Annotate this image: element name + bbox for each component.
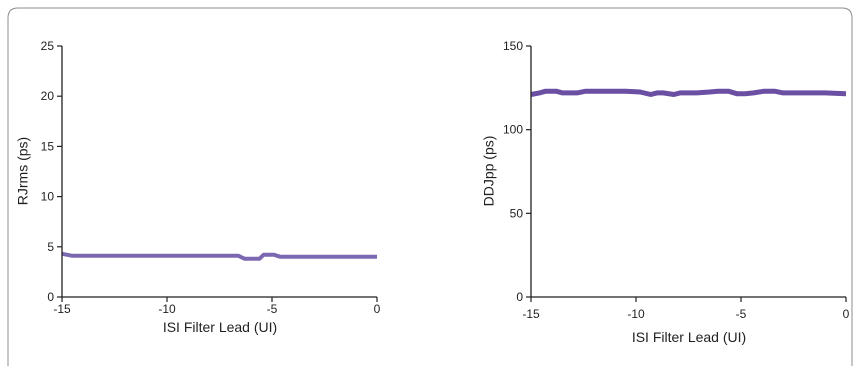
chart-rjrms-x-label: ISI Filter Lead (UI): [163, 319, 277, 335]
figure-frame: [7, 7, 853, 366]
ddjpp-y-tick-label: 50: [510, 206, 524, 220]
chart-ddjpp-ticks: 0 50 100 150 -15 -10 -5 0: [503, 39, 850, 321]
chart-rjrms-ticks: 0 5 10 15 20 25 -15 -10 -5 0: [41, 39, 381, 316]
ddjpp-y-tick-label: 100: [503, 123, 523, 137]
rjrms-y-tick-label: 15: [41, 139, 55, 153]
ddjpp-series-line: [530, 88, 847, 97]
rjrms-x-tick-label: -5: [267, 302, 278, 316]
chart-rjrms: 0 5 10 15 20 25 -15 -10 -5 0 ISI Filter Lead (UI)…: [15, 39, 381, 335]
chart-ddjpp-x-label: ISI Filter Lead (UI): [632, 329, 746, 345]
ddjpp-x-tick-label: 0: [843, 307, 850, 321]
ddjpp-x-tick-label: -15: [522, 307, 540, 321]
rjrms-y-tick-label: 5: [47, 240, 54, 254]
rjrms-x-tick-label: -15: [53, 302, 71, 316]
rjrms-y-tick-label: 0: [47, 290, 54, 304]
rjrms-y-tick-label: 10: [41, 190, 55, 204]
chart-ddjpp-y-label: DDJpp (ps): [481, 136, 497, 207]
rjrms-y-tick-label: 20: [41, 89, 55, 103]
chart-ddjpp-plot: [530, 88, 847, 97]
ddjpp-y-tick-label: 0: [516, 290, 523, 304]
rjrms-x-tick-label: 0: [374, 302, 381, 316]
rjrms-y-tick-label: 25: [41, 39, 55, 53]
rjrms-series-line: [61, 251, 377, 261]
chart-rjrms-plot: [61, 251, 377, 261]
rjrms-x-tick-label: -10: [158, 302, 176, 316]
ddjpp-x-tick-label: -5: [736, 307, 747, 321]
chart-rjrms-y-label: RJrms (ps): [15, 137, 31, 205]
ddjpp-x-tick-label: -10: [627, 307, 645, 321]
ddjpp-y-tick-label: 150: [503, 39, 523, 53]
